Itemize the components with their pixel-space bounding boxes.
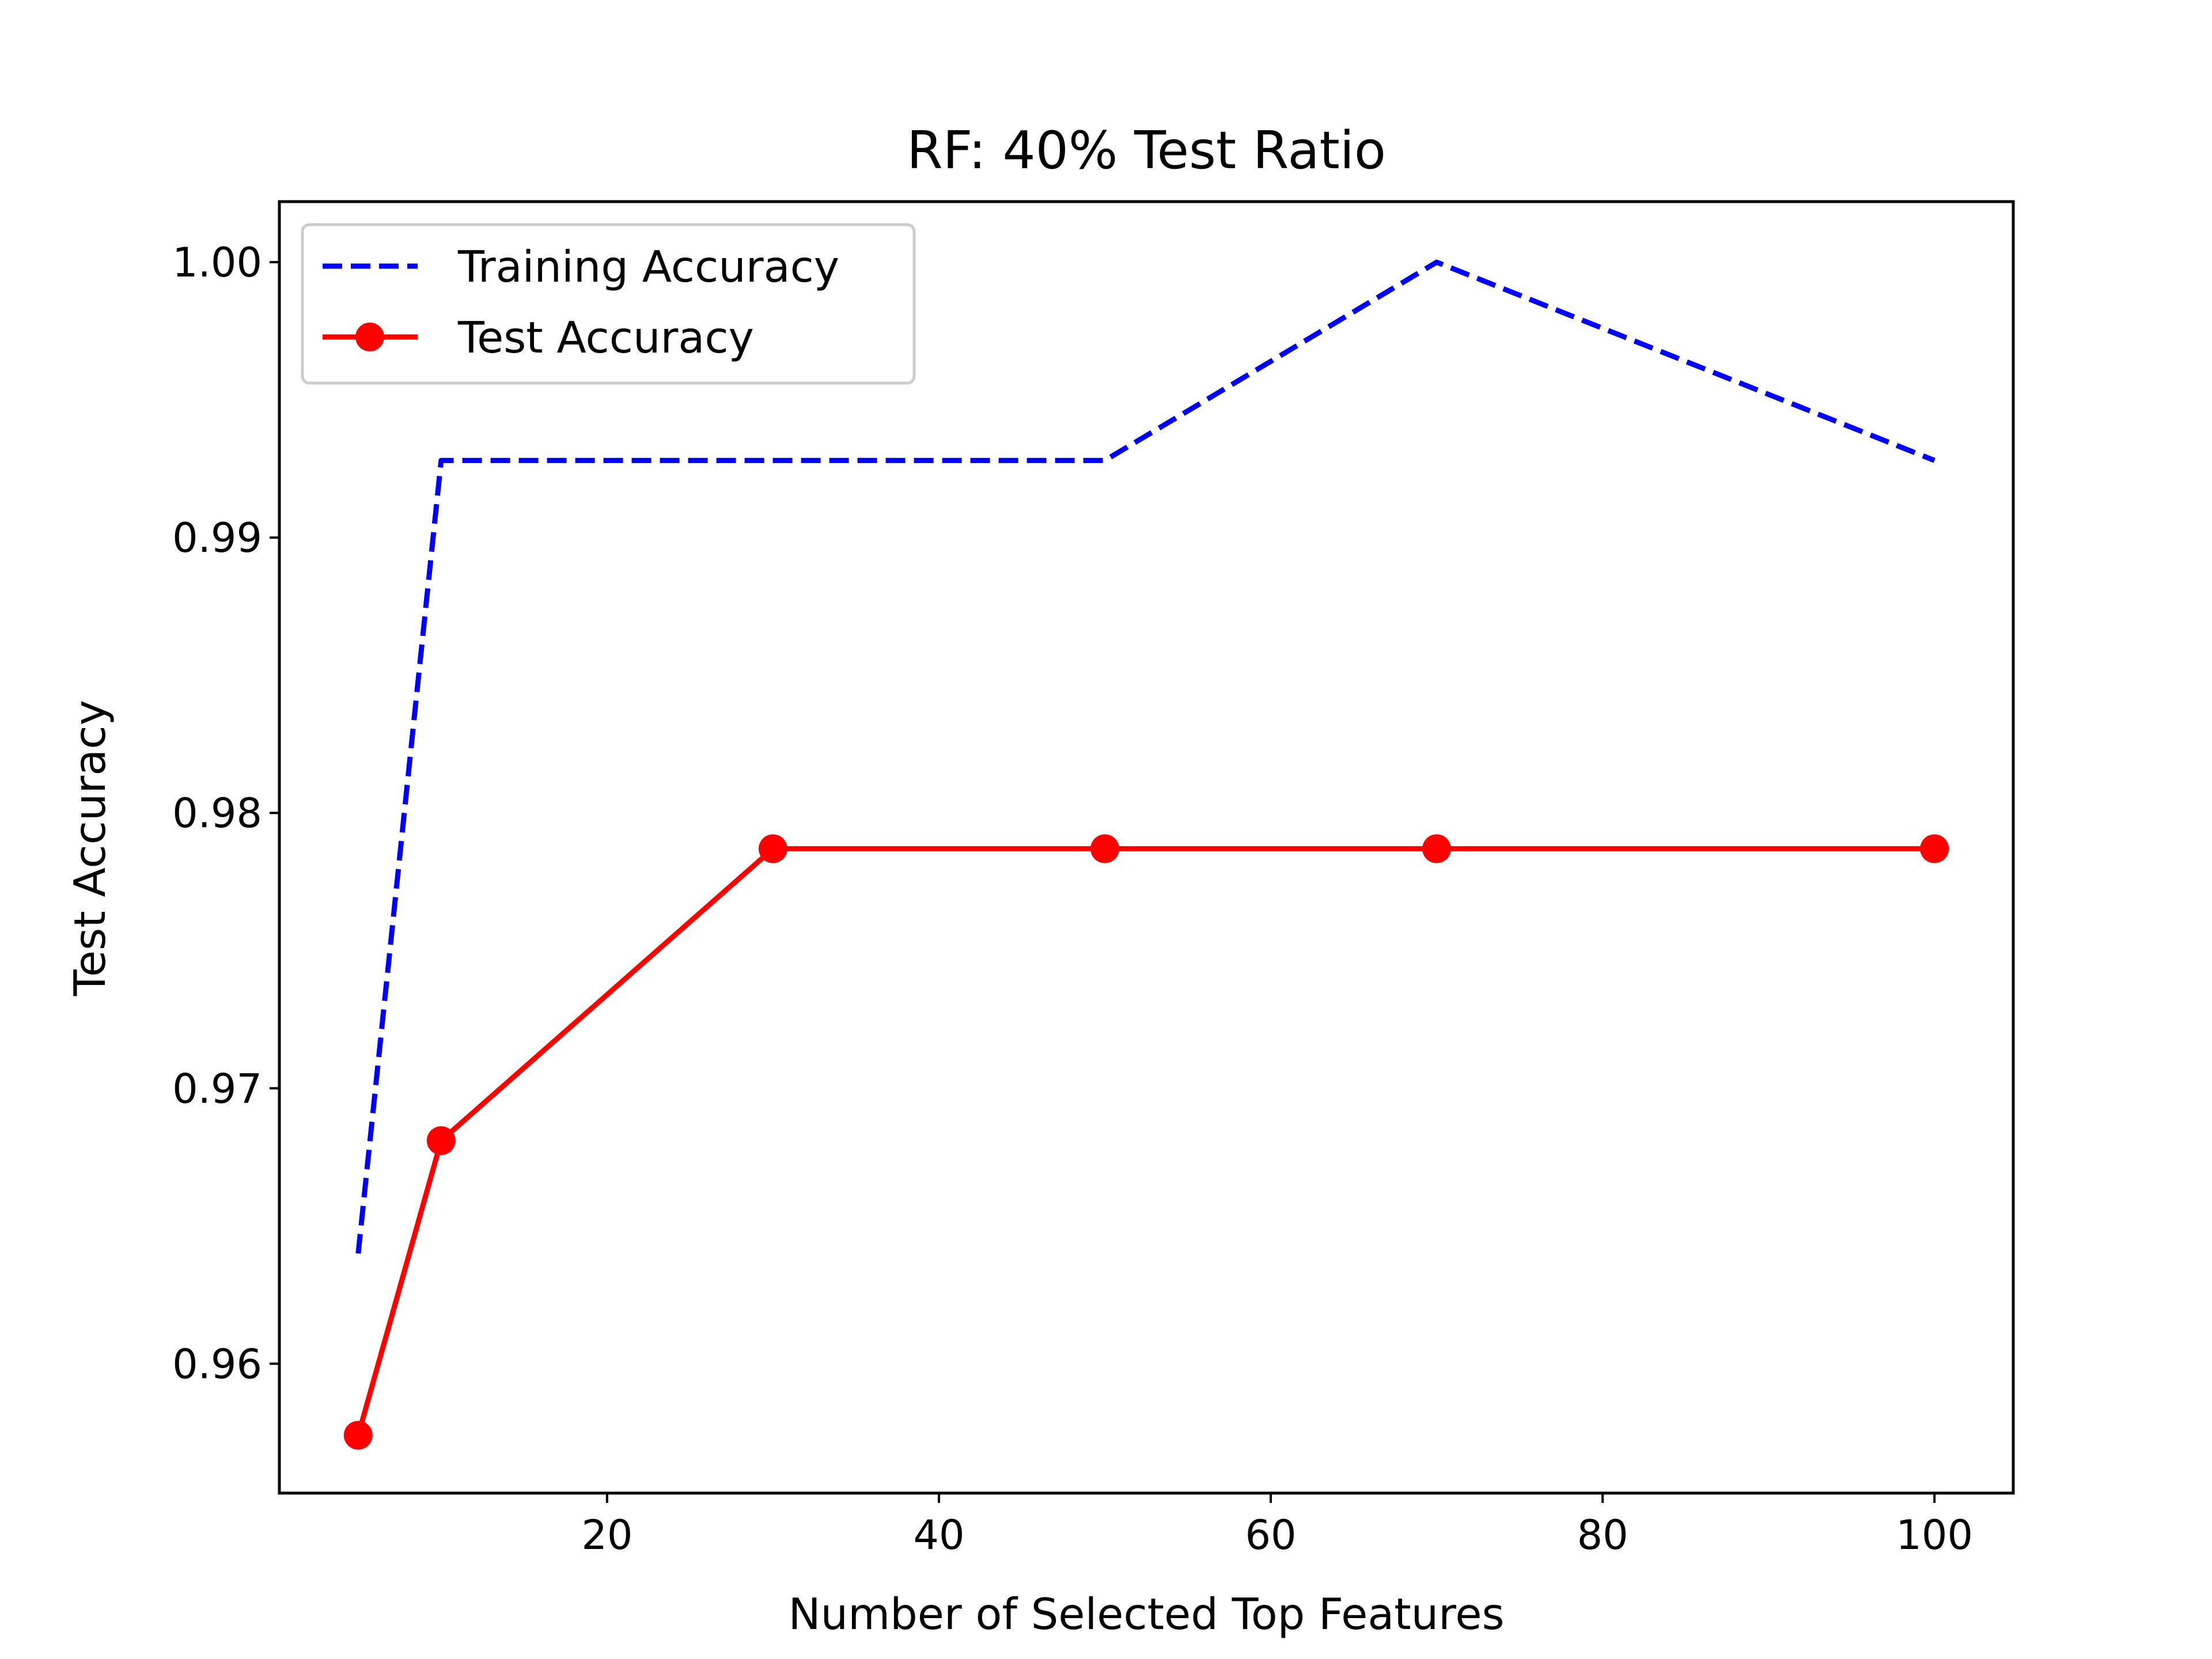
y-tick-label: 0.99 [172, 514, 262, 562]
series-2-point [1422, 834, 1452, 863]
series-layer [343, 259, 1949, 1450]
y-tick-label: 0.97 [172, 1065, 262, 1112]
y-axis-ticks: 0.96 0.97 0.98 0.99 1.00 [172, 239, 279, 1388]
series-line-2 [355, 846, 1935, 1436]
chart-title: RF: 40% Test Ratio [907, 120, 1386, 181]
x-axis-ticks: 20 40 60 80 100 [581, 1493, 1973, 1559]
y-axis-label: Test Accuracy [65, 700, 115, 997]
legend-marker [355, 323, 384, 351]
x-tick-label: 40 [913, 1512, 964, 1559]
series-2-point [1920, 834, 1949, 863]
series-2-point [758, 834, 787, 863]
series-2-point [1090, 834, 1119, 863]
legend-box [301, 223, 916, 385]
legend: Training Accuracy Test Accuracy [301, 223, 916, 385]
x-tick-label: 60 [1245, 1512, 1296, 1559]
x-tick-label: 100 [1896, 1512, 1973, 1559]
legend-label: Training Accuracy [457, 241, 839, 292]
y-tick-label: 1.00 [172, 239, 262, 286]
y-tick-label: 0.98 [172, 790, 262, 837]
legend-label: Test Accuracy [457, 312, 754, 363]
x-axis-label: Number of Selected Top Features [788, 1589, 1504, 1639]
series-2-point [426, 1126, 456, 1156]
plot-frame [278, 200, 2015, 1495]
series-2-point [343, 1421, 373, 1450]
x-tick-label: 80 [1577, 1512, 1628, 1559]
y-tick-label: 0.96 [172, 1340, 262, 1388]
series-line-1 [355, 259, 1936, 1254]
x-tick-label: 20 [581, 1512, 632, 1559]
